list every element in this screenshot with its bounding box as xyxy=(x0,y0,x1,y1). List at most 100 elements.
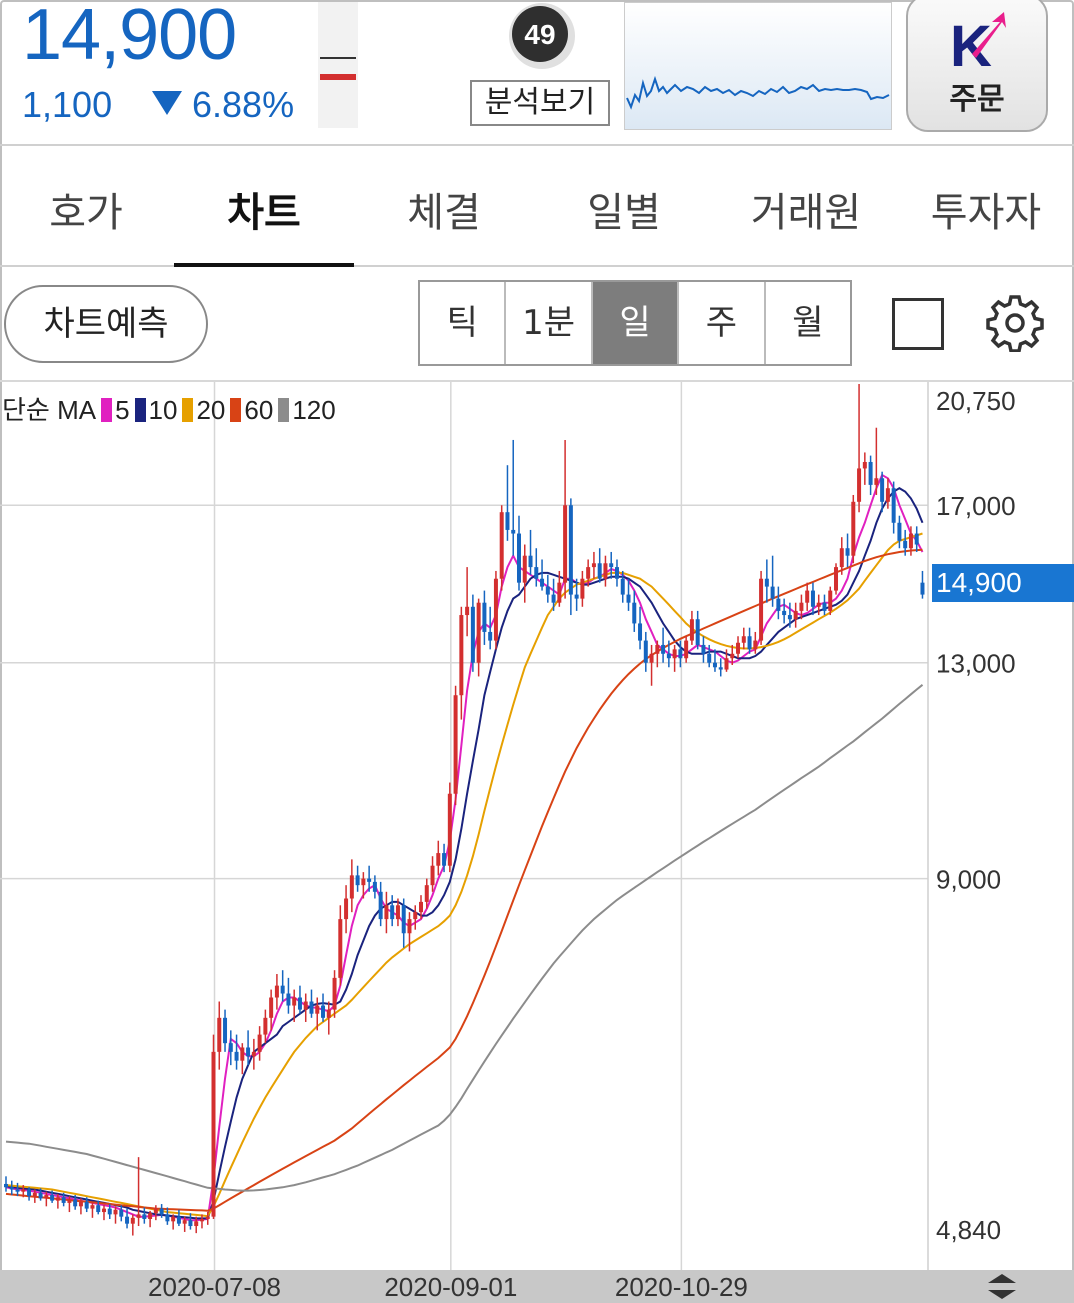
candle-body xyxy=(891,488,896,523)
collapse-arrow-icon[interactable] xyxy=(988,1274,1016,1283)
y-tick-label: 13,000 xyxy=(936,649,1016,679)
candle-body xyxy=(862,461,867,469)
x-axis-bar[interactable]: 2020-07-08 2020-09-01 2020-10-29 xyxy=(0,1270,1074,1303)
candle-body xyxy=(632,602,637,624)
candle xyxy=(21,1185,26,1198)
period-1min[interactable]: 1분 xyxy=(506,282,593,364)
candle xyxy=(211,1034,216,1219)
gear-icon[interactable] xyxy=(986,294,1044,352)
analysis-button[interactable]: 분석보기 xyxy=(470,80,610,126)
candle-body xyxy=(609,563,614,568)
candle-body xyxy=(759,578,764,641)
candle xyxy=(684,636,689,663)
candle-body xyxy=(361,878,366,886)
candle-body xyxy=(194,1221,199,1227)
candle-body xyxy=(614,567,619,579)
analysis-score-gauge[interactable]: 49 xyxy=(506,0,578,72)
tab-daily[interactable]: 일별 xyxy=(587,190,661,236)
analysis-score: 49 xyxy=(524,19,555,50)
candle-body xyxy=(805,590,810,603)
candle xyxy=(891,481,896,534)
candle-body xyxy=(292,997,297,1006)
candle-body xyxy=(557,582,562,603)
candle-body xyxy=(130,1217,135,1224)
candle-body xyxy=(591,563,596,568)
tab-hoga[interactable]: 호가 xyxy=(49,190,123,236)
candle xyxy=(390,895,395,927)
ma-line-20 xyxy=(5,532,923,1218)
candle xyxy=(67,1196,72,1213)
candle xyxy=(493,570,498,650)
candle-body xyxy=(419,901,424,913)
candle xyxy=(857,384,862,513)
candle-body xyxy=(453,695,458,794)
candle xyxy=(799,594,804,620)
expand-arrow-icon[interactable] xyxy=(988,1290,1016,1299)
candle-body xyxy=(73,1199,78,1207)
period-month[interactable]: 월 xyxy=(792,303,824,343)
candle xyxy=(563,439,568,599)
period-tick[interactable]: 틱 xyxy=(420,282,507,364)
chart-predict-button[interactable]: 차트예측 xyxy=(4,285,208,363)
candle-body xyxy=(493,578,498,641)
candle-body xyxy=(378,891,383,920)
candle-body xyxy=(309,1001,314,1014)
candle-body xyxy=(787,615,792,620)
candle xyxy=(908,526,913,556)
candle xyxy=(614,559,619,587)
candle xyxy=(505,465,510,541)
candle xyxy=(499,505,504,591)
candle-body xyxy=(153,1208,158,1214)
period-week[interactable]: 주 xyxy=(679,282,766,364)
candle-body xyxy=(851,501,856,556)
candle-body xyxy=(816,602,821,607)
candle-body xyxy=(326,1009,331,1018)
candle-body xyxy=(684,640,689,659)
candle-body xyxy=(38,1192,43,1199)
candle xyxy=(344,885,349,934)
order-button[interactable]: K 주문 xyxy=(906,0,1048,132)
candle xyxy=(205,1212,210,1225)
candle-body xyxy=(753,640,758,650)
candle-body xyxy=(620,578,625,595)
candle-body xyxy=(176,1216,181,1224)
candle xyxy=(436,840,441,876)
candle xyxy=(551,578,556,611)
square-icon[interactable] xyxy=(892,298,944,350)
candle xyxy=(361,872,366,899)
candle-body xyxy=(580,578,585,599)
candle xyxy=(724,649,729,672)
candle-body xyxy=(9,1187,14,1190)
candle-body xyxy=(188,1220,193,1227)
tab-brokers[interactable]: 거래원 xyxy=(750,190,862,236)
candle xyxy=(246,1030,251,1066)
candle-body xyxy=(136,1214,141,1218)
tab-investors[interactable]: 투자자 xyxy=(930,190,1042,236)
candle xyxy=(701,636,706,663)
candle-body xyxy=(839,548,844,568)
tab-trades[interactable]: 체결 xyxy=(407,190,481,236)
candle xyxy=(372,875,377,899)
candle xyxy=(609,551,614,579)
candle-body xyxy=(107,1208,112,1215)
candle xyxy=(50,1190,55,1203)
candle-body xyxy=(828,590,833,611)
candle-body xyxy=(32,1192,37,1197)
candle-body xyxy=(730,653,735,659)
ma-line-120 xyxy=(5,684,924,1192)
x-tick-label: 2020-09-01 xyxy=(384,1272,517,1302)
candle xyxy=(292,989,297,1022)
candle xyxy=(880,471,885,513)
candle xyxy=(61,1192,66,1207)
period-day[interactable]: 일 xyxy=(592,282,680,364)
candle xyxy=(655,640,660,668)
candle-body xyxy=(321,1005,326,1018)
legend-label-10: 10 xyxy=(148,395,178,425)
candle-body xyxy=(395,905,400,920)
legend-swatch-60 xyxy=(230,398,242,422)
candlestick-chart[interactable]: 20,750 17,000 13,000 9,000 4,840 xyxy=(0,382,1074,1270)
candle xyxy=(759,570,764,645)
y-tick-label: 4,840 xyxy=(936,1215,1001,1245)
tab-chart[interactable]: 차트 xyxy=(227,190,301,236)
candle xyxy=(101,1205,106,1221)
